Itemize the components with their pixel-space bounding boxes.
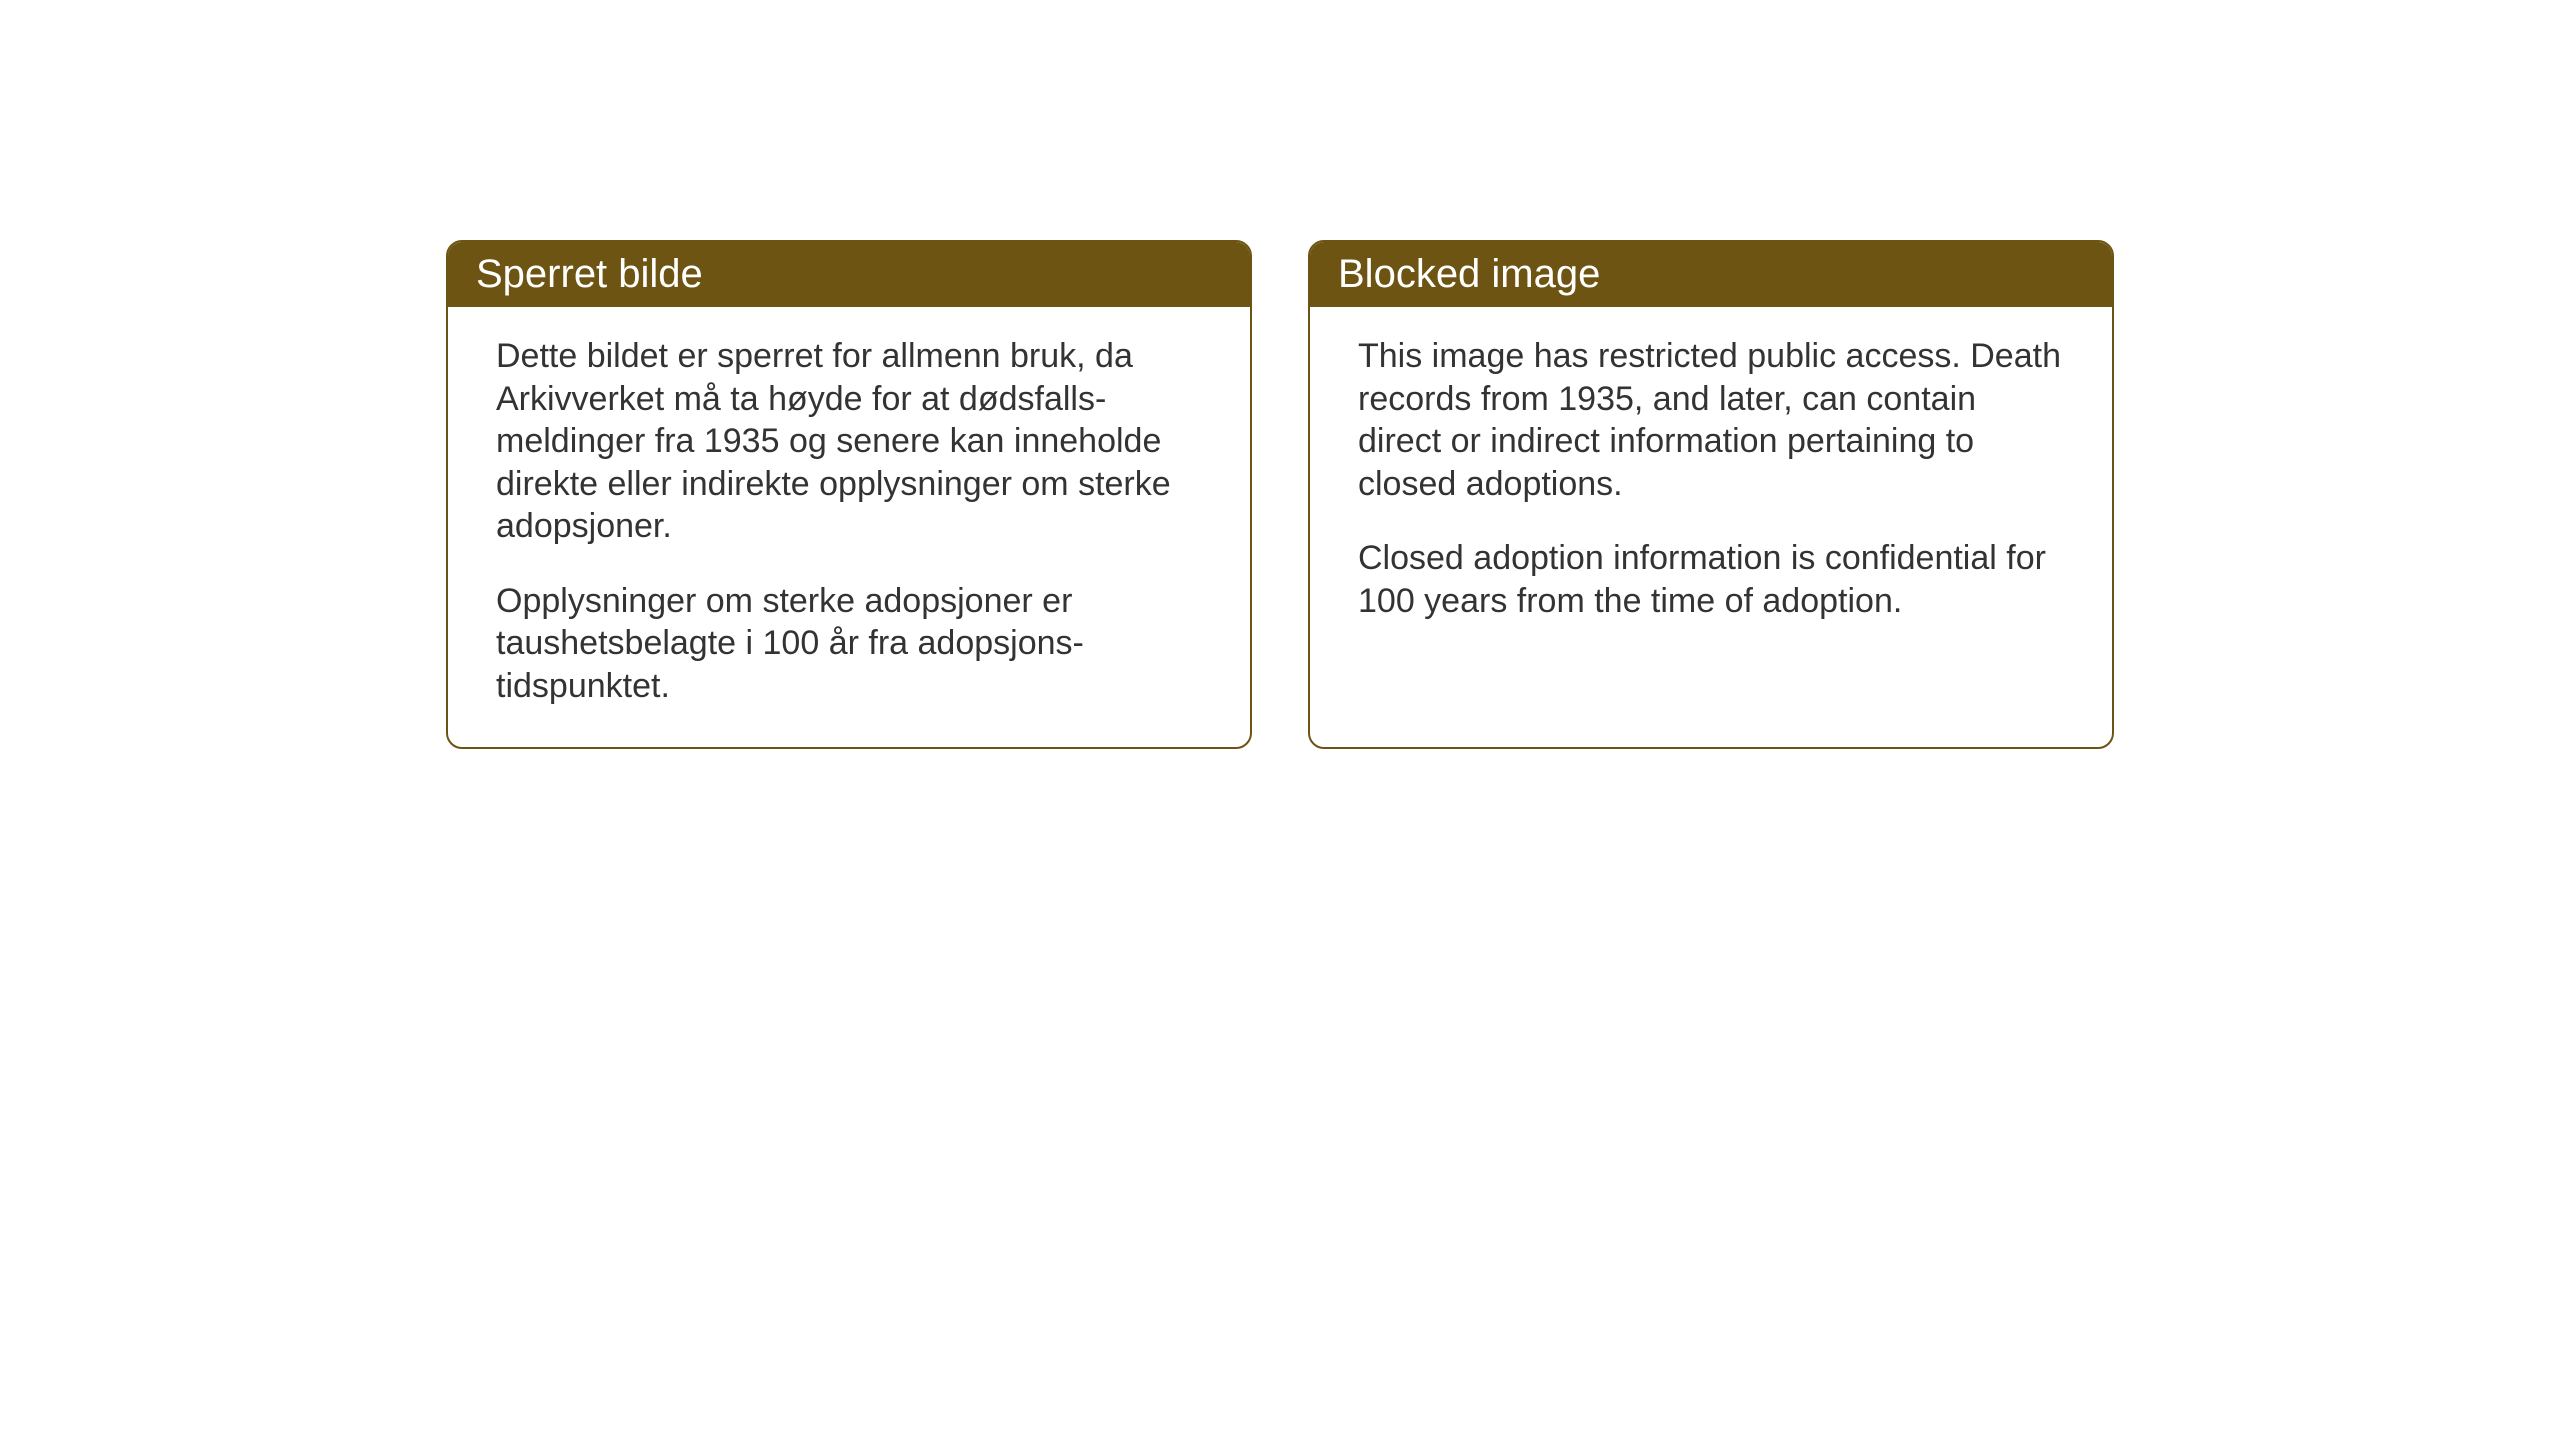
card-header-english: Blocked image (1310, 242, 2112, 307)
card-title-norwegian: Sperret bilde (476, 252, 703, 296)
card-paragraph-english-2: Closed adoption information is confident… (1358, 537, 2064, 622)
card-header-norwegian: Sperret bilde (448, 242, 1250, 307)
notice-card-norwegian: Sperret bilde Dette bildet er sperret fo… (446, 240, 1252, 749)
card-body-english: This image has restricted public access.… (1310, 307, 2112, 662)
notice-container: Sperret bilde Dette bildet er sperret fo… (446, 240, 2114, 749)
card-paragraph-norwegian-2: Opplysninger om sterke adopsjoner er tau… (496, 580, 1202, 708)
card-body-norwegian: Dette bildet er sperret for allmenn bruk… (448, 307, 1250, 747)
card-title-english: Blocked image (1338, 252, 1600, 296)
notice-card-english: Blocked image This image has restricted … (1308, 240, 2114, 749)
card-paragraph-norwegian-1: Dette bildet er sperret for allmenn bruk… (496, 335, 1202, 548)
card-paragraph-english-1: This image has restricted public access.… (1358, 335, 2064, 505)
